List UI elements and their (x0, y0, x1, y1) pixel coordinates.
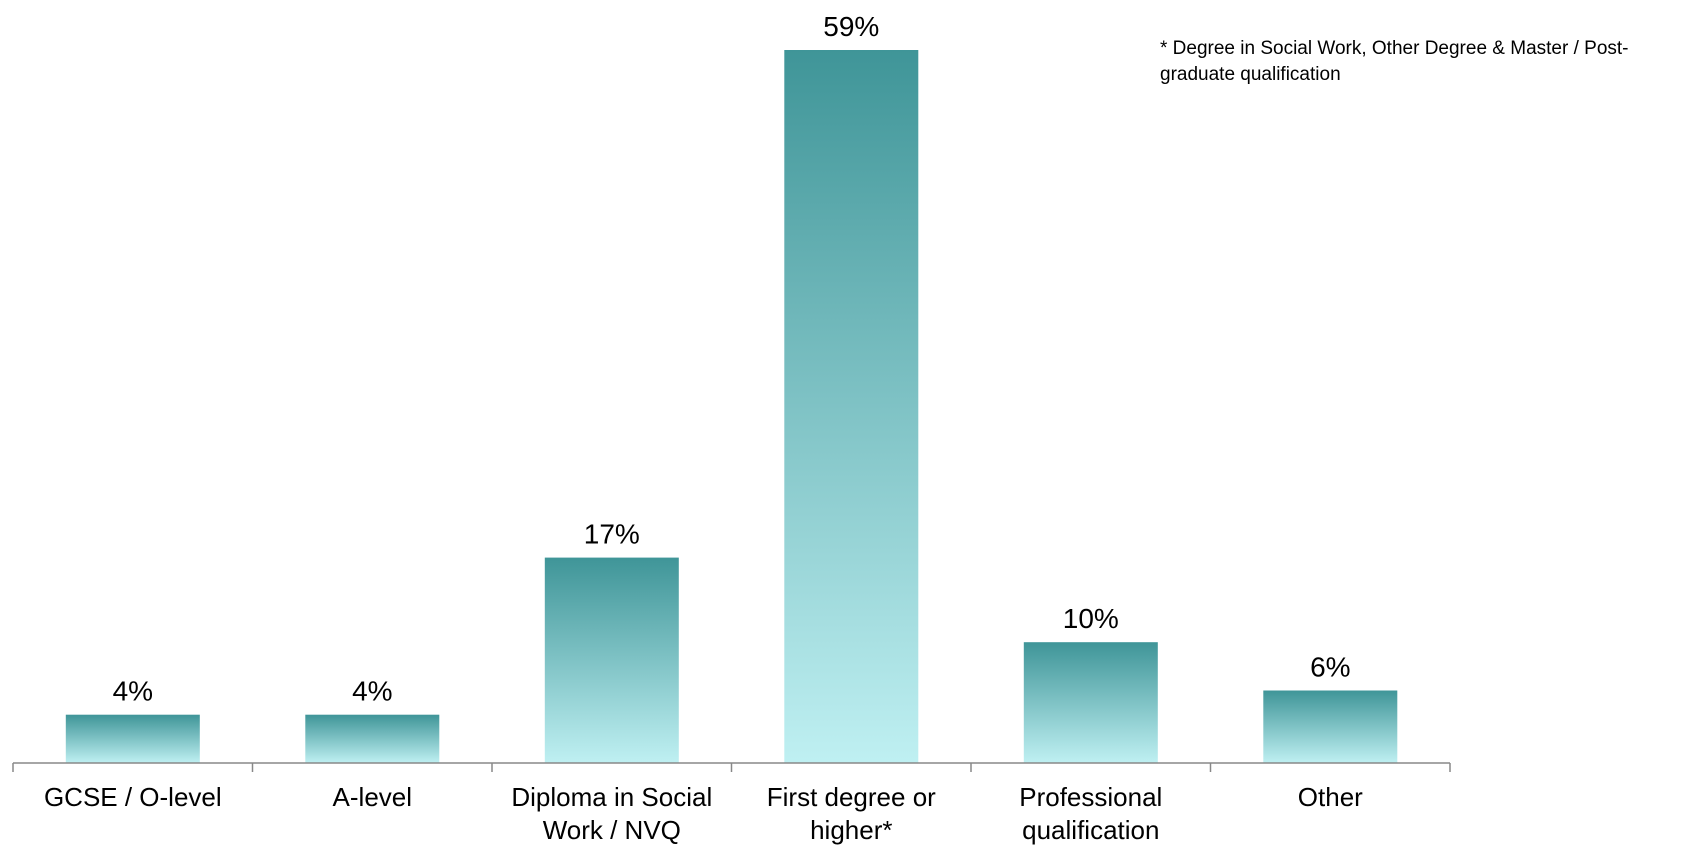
category-label: A-level (333, 782, 412, 812)
category-label: Other (1298, 782, 1363, 812)
bars-layer (65, 50, 1398, 763)
category-label-line: Professional (1019, 782, 1162, 812)
data-label: 17% (584, 519, 640, 550)
bar (1023, 642, 1158, 763)
data-label: 59% (823, 11, 879, 42)
category-label-line: Other (1298, 782, 1363, 812)
data-label: 4% (113, 676, 153, 707)
category-label-line: Diploma in Social (511, 782, 712, 812)
bar (1263, 690, 1398, 763)
category-label: Diploma in Social Work / NVQ (511, 782, 712, 845)
data-label: 4% (352, 676, 392, 707)
data-label: 6% (1310, 652, 1350, 683)
footnote: * Degree in Social Work, Other Degree & … (1160, 38, 1629, 85)
data-label: 10% (1063, 603, 1119, 634)
bar (544, 557, 679, 763)
category-label-line: higher* (810, 815, 892, 845)
bar (305, 714, 440, 763)
category-label-line: qualification (1022, 815, 1159, 845)
category-label-line: First degree or (767, 782, 936, 812)
category-label-line: GCSE / O-level (44, 782, 222, 812)
bar (65, 714, 200, 763)
x-axis (12, 762, 1451, 772)
category-label: GCSE / O-level (44, 782, 222, 812)
category-label-line: A-level (333, 782, 412, 812)
category-label: First degree or higher* (767, 782, 936, 845)
bar (784, 50, 919, 763)
labels-layer: 4% GCSE / O-level 4% A-level 17% Diploma in S… (44, 11, 1363, 845)
category-label: Professional qualification (1019, 782, 1162, 845)
category-label-line: Work / NVQ (543, 815, 681, 845)
